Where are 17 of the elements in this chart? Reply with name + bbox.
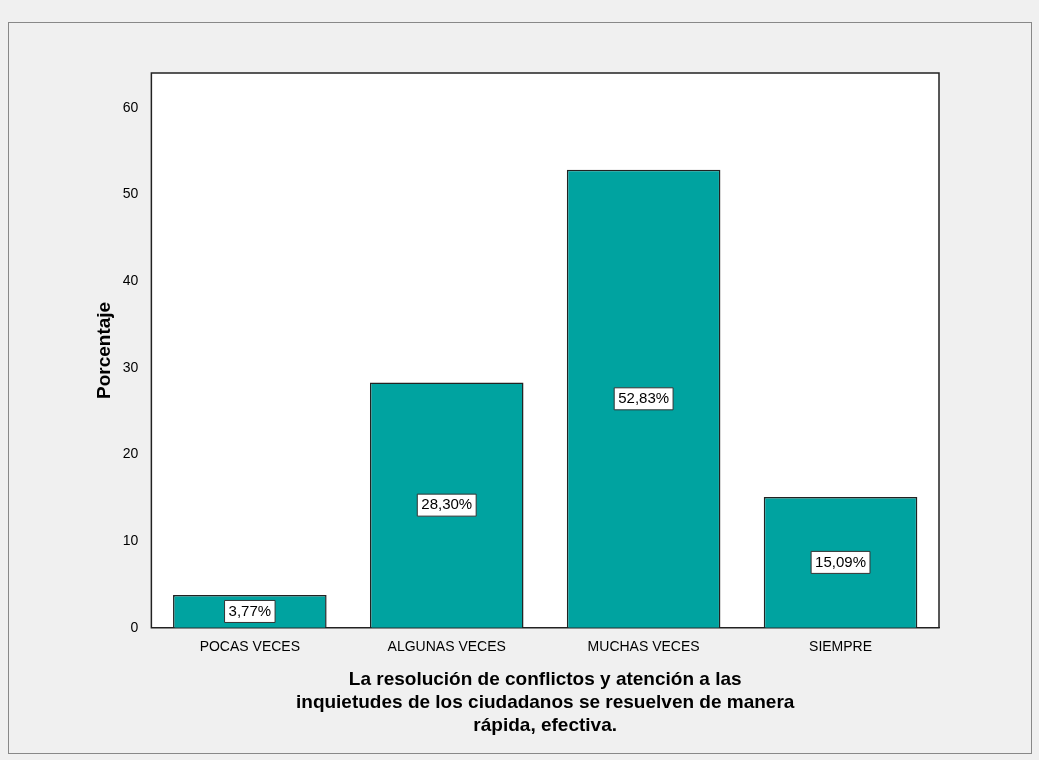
x-tick-label: MUCHAS VECES: [587, 638, 700, 655]
data-label: 28,30%: [421, 495, 473, 513]
y-tick-label: 30: [122, 358, 139, 375]
y-tick-label: 10: [122, 531, 139, 548]
data-label: 52,83%: [618, 388, 670, 406]
data-label: 3,77%: [228, 601, 272, 619]
y-tick-label: 0: [130, 618, 139, 635]
x-tick-label: ALGUNAS VECES: [387, 638, 506, 655]
y-tick-label: 40: [122, 271, 139, 288]
y-tick-label: 50: [122, 185, 139, 202]
y-tick-label: 60: [122, 98, 139, 115]
x-axis-title: La resolución de conflictos y atención a las inquietudes de los ciudadanos se resuelven de manera rápida, efectiva.: [295, 668, 795, 735]
x-tick-label: SIEMPRE: [809, 638, 873, 655]
y-axis-title: Porcentaje: [92, 301, 114, 399]
data-label: 15,09%: [815, 552, 866, 570]
y-tick-label: 20: [122, 445, 139, 462]
x-tick-label: POCAS VECES: [199, 638, 301, 655]
